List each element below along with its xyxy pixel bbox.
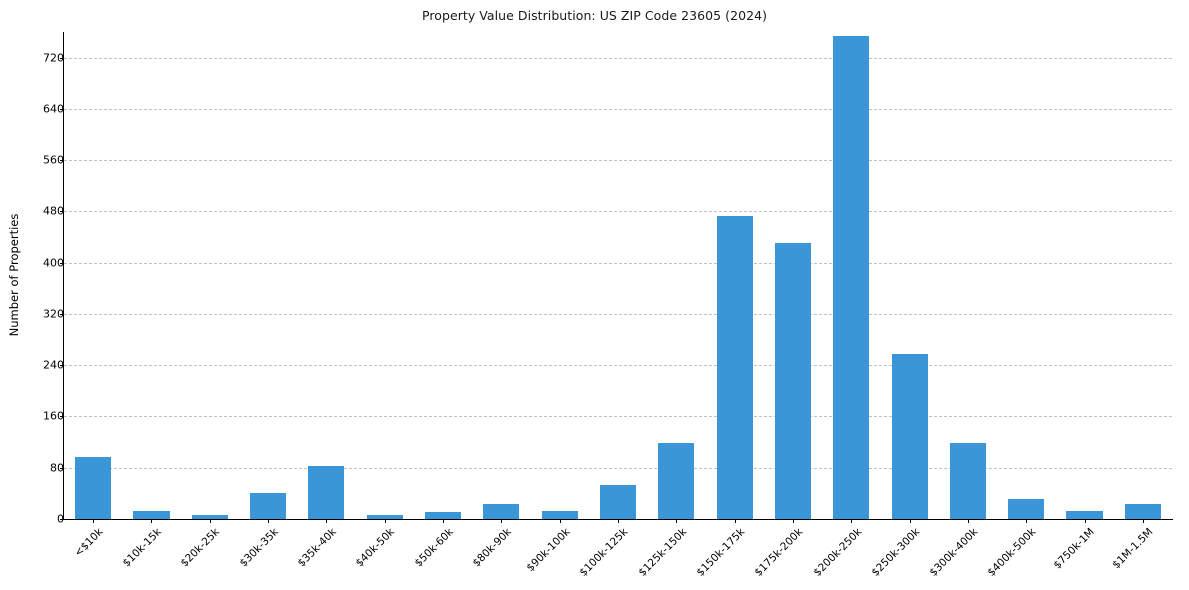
y-axis-tick-label: 240 bbox=[43, 358, 64, 372]
x-axis-tick-label: $750k-1M bbox=[1051, 526, 1098, 572]
y-axis-tick-label: 640 bbox=[43, 102, 64, 116]
x-axis-tick-mark bbox=[851, 519, 853, 523]
plot-area bbox=[64, 32, 1172, 519]
bar bbox=[833, 35, 870, 519]
x-axis-tick-mark bbox=[209, 519, 211, 523]
y-axis-tick-label: 320 bbox=[43, 307, 64, 321]
bar bbox=[541, 510, 578, 519]
x-axis-tick-label: $250k-300k bbox=[869, 526, 923, 579]
bar bbox=[774, 243, 811, 519]
x-axis-tick-mark bbox=[967, 519, 969, 523]
y-axis-tick-mark bbox=[60, 211, 64, 213]
x-axis-tick-mark bbox=[93, 519, 95, 523]
x-axis-tick-mark bbox=[443, 519, 445, 523]
y-axis-tick-label: 480 bbox=[43, 204, 64, 218]
x-axis-tick-label: $20k-25k bbox=[178, 526, 223, 570]
gridline bbox=[64, 160, 1172, 162]
bar bbox=[1008, 499, 1045, 519]
chart-title: Property Value Distribution: US ZIP Code… bbox=[421, 8, 768, 23]
bar bbox=[366, 515, 403, 519]
y-axis-tick-label: 0 bbox=[57, 512, 64, 526]
y-axis-tick-label: 720 bbox=[43, 51, 64, 65]
bar bbox=[949, 443, 986, 519]
y-axis-tick-label: 160 bbox=[43, 409, 64, 423]
y-axis-tick-label: 560 bbox=[43, 153, 64, 167]
bar bbox=[1066, 510, 1103, 519]
bar bbox=[483, 503, 520, 519]
gridline bbox=[64, 57, 1172, 59]
y-axis-line bbox=[63, 32, 64, 519]
x-axis-tick-label: $200k-250k bbox=[810, 526, 864, 579]
bar bbox=[716, 215, 753, 519]
y-axis-tick-mark bbox=[60, 160, 64, 162]
x-axis-tick-mark bbox=[501, 519, 503, 523]
bar bbox=[250, 493, 287, 519]
y-axis-tick-label: 80 bbox=[50, 461, 64, 475]
gridline bbox=[64, 365, 1172, 367]
x-axis-tick-mark bbox=[1026, 519, 1028, 523]
bar bbox=[424, 511, 462, 519]
y-axis-tick-label: 400 bbox=[43, 256, 64, 270]
bar bbox=[75, 457, 112, 519]
bar bbox=[891, 354, 928, 519]
y-axis-tick-mark bbox=[60, 108, 64, 110]
y-axis-tick-mark bbox=[60, 416, 64, 418]
x-axis-tick-mark bbox=[1142, 519, 1144, 523]
y-axis-tick-mark bbox=[60, 313, 64, 315]
x-axis-tick-label: $100k-125k bbox=[577, 526, 631, 579]
gridline bbox=[64, 416, 1172, 418]
x-axis-tick-label: $30k-35k bbox=[237, 526, 281, 570]
x-axis-tick-mark bbox=[734, 519, 736, 523]
y-axis-tick-mark bbox=[60, 365, 64, 367]
x-axis-tick-mark bbox=[1084, 519, 1086, 523]
x-axis-tick-label: $10k-15k bbox=[120, 526, 164, 570]
x-axis-tick-label: $150k-175k bbox=[694, 526, 748, 579]
bar bbox=[133, 510, 170, 519]
bar bbox=[1124, 504, 1161, 519]
x-axis-tick-label: $400k-500k bbox=[985, 526, 1039, 579]
x-axis-tick-label: $125k-150k bbox=[635, 526, 689, 579]
x-axis-tick-label: $90k-100k bbox=[524, 526, 573, 575]
gridline bbox=[64, 108, 1172, 110]
x-axis-tick-mark bbox=[909, 519, 911, 523]
y-axis-tick-mark bbox=[60, 519, 64, 520]
y-axis-tick-mark bbox=[60, 262, 64, 264]
y-axis-tick-mark bbox=[60, 467, 64, 469]
x-axis-tick-mark bbox=[559, 519, 561, 523]
x-axis-tick-label: $1M-1.5M bbox=[1110, 526, 1156, 572]
gridline bbox=[64, 262, 1172, 264]
x-axis-tick-mark bbox=[326, 519, 328, 523]
bar bbox=[308, 466, 345, 519]
x-axis-tick-mark bbox=[268, 519, 270, 523]
bar bbox=[599, 485, 637, 519]
x-axis-tick-mark bbox=[384, 519, 386, 523]
y-axis-tick-marks bbox=[60, 0, 64, 590]
y-axis-tick-labels: 0 80 160 240 320 400 480 560 640 720 bbox=[0, 0, 64, 590]
x-axis-tick-label: $300k-400k bbox=[927, 526, 981, 579]
x-axis-tick-mark bbox=[151, 519, 153, 523]
x-axis-tick-label: $80k-90k bbox=[470, 526, 514, 570]
gridline bbox=[64, 313, 1172, 315]
x-axis-tick-label: $35k-40k bbox=[295, 526, 339, 570]
x-axis-tick-label: $40k-50k bbox=[353, 526, 398, 570]
y-axis-tick-mark bbox=[60, 57, 64, 59]
x-axis-tick-label: $50k-60k bbox=[412, 526, 456, 570]
x-axis-tick-label: <$10k bbox=[72, 526, 106, 560]
gridline bbox=[64, 467, 1172, 469]
bar bbox=[658, 443, 695, 519]
gridline bbox=[64, 211, 1172, 213]
x-axis-tick-mark bbox=[792, 519, 794, 523]
x-axis-tick-mark bbox=[676, 519, 678, 523]
bar bbox=[191, 514, 228, 519]
x-axis-tick-label: $175k-200k bbox=[752, 526, 806, 579]
x-axis-tick-mark bbox=[618, 519, 619, 523]
